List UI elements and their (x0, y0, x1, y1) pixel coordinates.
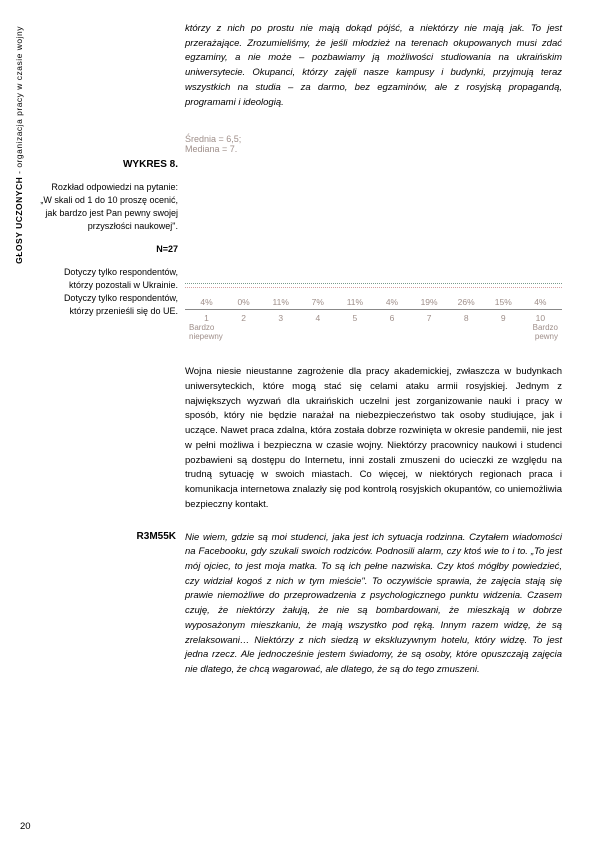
bar-chart: 4%0%11%7%11%4%19%26%15%4% (185, 160, 562, 310)
bar-value-label: 4% (187, 297, 227, 307)
x-tick: 8 (449, 313, 484, 323)
x-right-label: Bardzo pewny (533, 323, 558, 341)
sidebar-vertical-label: GŁOSY UCZONYCH - organizacja pracy w cza… (14, 26, 24, 264)
body-paragraph: Wojna niesie nieustanne zagrożenie dla p… (185, 365, 562, 512)
x-tick: 10 (523, 313, 558, 323)
bar-value-label: 19% (409, 297, 449, 307)
chart-stats: Średnia = 6,5; Mediana = 7. (185, 134, 562, 154)
chart-section: WYKRES 8. Rozkład odpowiedzi na pytanie:… (185, 134, 562, 341)
bar-value-label: 15% (483, 297, 523, 307)
sidebar-bold: GŁOSY UCZONYCH (14, 177, 24, 264)
quote-text: Nie wiem, gdzie są moi studenci, jaka je… (185, 531, 562, 678)
x-axis: 12345678910 (185, 310, 562, 323)
chart-title: WYKRES 8. (38, 158, 178, 173)
chart-desc1: Rozkład odpowiedzi na pytanie: „W skali … (38, 181, 178, 233)
x-tick: 4 (300, 313, 335, 323)
page-number: 20 (20, 821, 31, 832)
bar-value-label: 4% (520, 297, 560, 307)
bar-value-label: 26% (446, 297, 486, 307)
median-line (185, 283, 562, 284)
main-column: którzy z nich po prostu nie mają dokąd p… (185, 0, 600, 678)
mean-line (185, 287, 562, 288)
chart-caption-column: WYKRES 8. Rozkład odpowiedzi na pytanie:… (38, 158, 178, 318)
chart-area: Średnia = 6,5; Mediana = 7. 4%0%11%7%11%… (185, 134, 562, 341)
respondent-id: R3M55K (121, 531, 176, 542)
chart-n: N=27 (38, 243, 178, 256)
sidebar-rest: - organizacja pracy w czasie wojny (14, 26, 24, 177)
x-tick: 5 (337, 313, 372, 323)
x-left-label: Bardzo niepewny (189, 323, 223, 341)
quote-row: R3M55K Nie wiem, gdzie są moi studenci, … (185, 531, 562, 678)
x-tick: 1 (189, 313, 224, 323)
bar-value-label: 7% (298, 297, 338, 307)
bar-value-label: 0% (224, 297, 264, 307)
x-tick: 2 (226, 313, 261, 323)
x-tick: 9 (486, 313, 521, 323)
intro-paragraph: którzy z nich po prostu nie mają dokąd p… (185, 22, 562, 110)
axis-end-labels: Bardzo niepewny Bardzo pewny (185, 323, 562, 341)
x-tick: 3 (263, 313, 298, 323)
x-tick: 6 (374, 313, 409, 323)
bar-value-label: 11% (335, 297, 375, 307)
chart-desc2: Dotyczy tylko respondentów, którzy pozos… (38, 266, 178, 318)
bar-value-label: 4% (372, 297, 412, 307)
x-tick: 7 (412, 313, 447, 323)
bar-value-label: 11% (261, 297, 301, 307)
